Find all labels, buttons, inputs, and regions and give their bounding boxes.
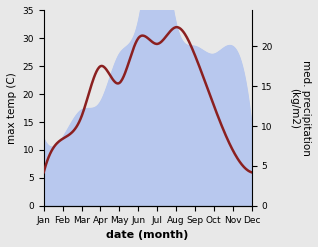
Y-axis label: max temp (C): max temp (C) (7, 72, 17, 144)
Y-axis label: med. precipitation
(kg/m2): med. precipitation (kg/m2) (289, 60, 311, 156)
X-axis label: date (month): date (month) (107, 230, 189, 240)
